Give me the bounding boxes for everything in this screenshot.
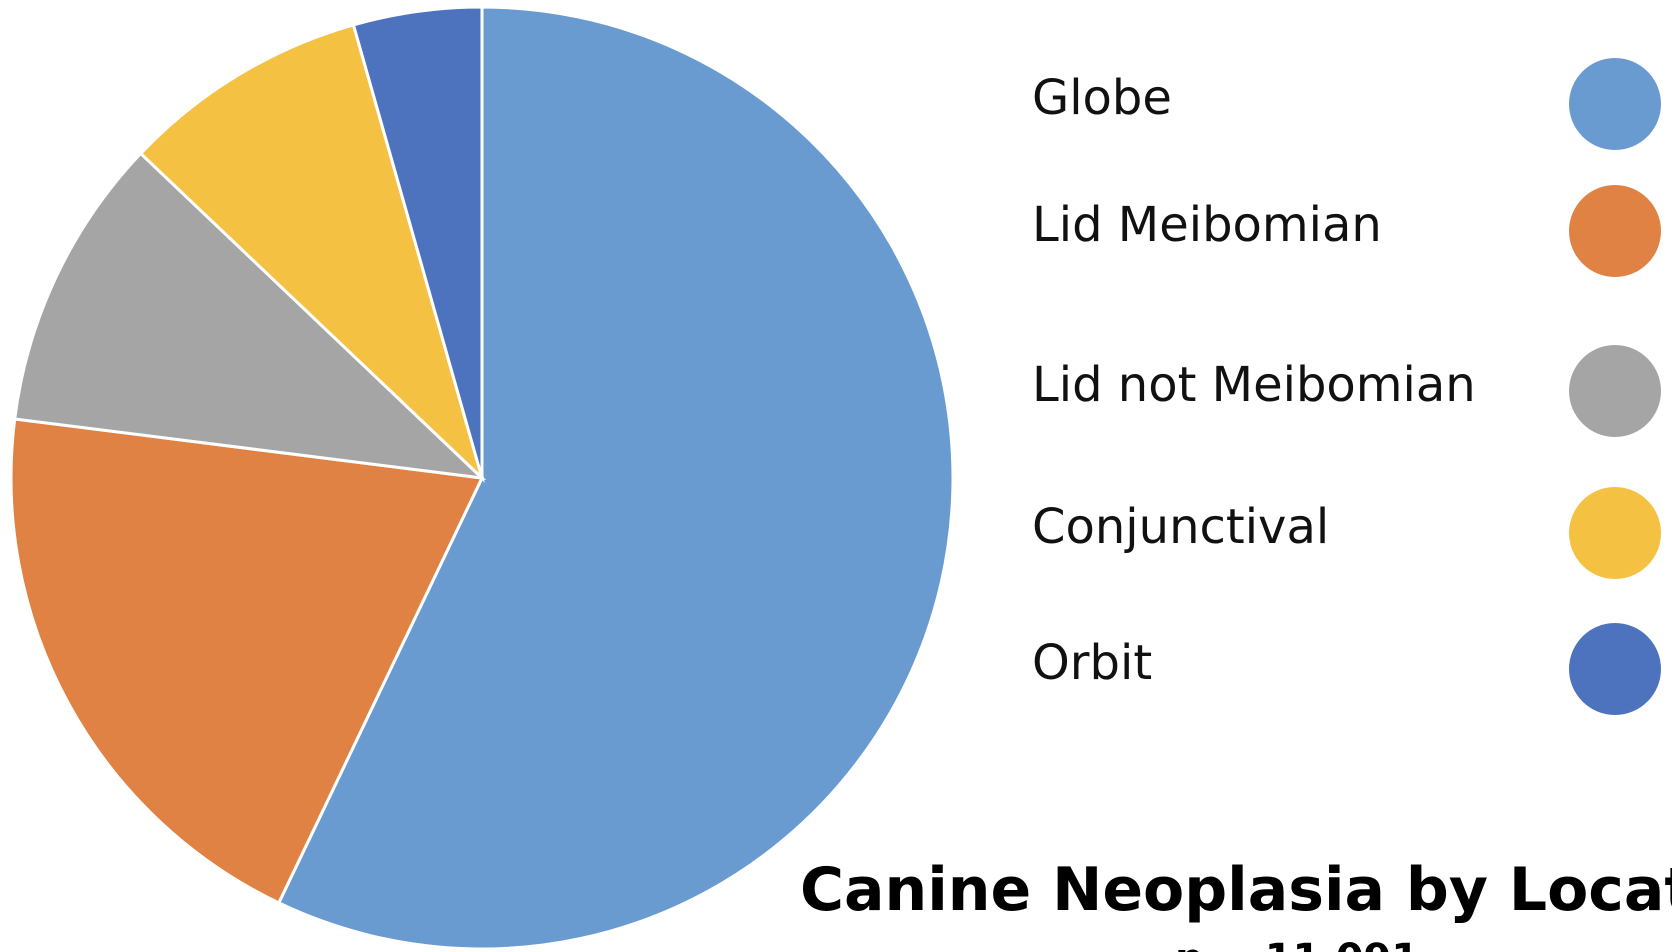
pie-slice [13,151,487,481]
pie-slice [9,417,485,905]
legend-label: Globe [1032,70,1172,126]
chart-title: Canine Neoplasia by Location [800,855,1672,925]
legend-label: Lid not Meibomian [1032,357,1476,413]
pie-slice [138,23,485,483]
pie [9,5,955,951]
legend-label: Conjunctival [1032,499,1329,555]
pie-slice [351,5,484,479]
pie-slice [276,5,955,951]
legend: Globe Lid Meibomian Lid not Meibomian Conju… [1032,58,1661,715]
legend-swatch [1569,623,1661,715]
legend-label: Orbit [1032,635,1152,691]
legend-swatch [1569,58,1661,150]
legend-swatch [1569,345,1661,437]
legend-swatch [1569,487,1661,579]
legend-swatch [1569,185,1661,277]
legend-label: Lid Meibomian [1032,197,1382,253]
chart-subtitle: n = 11,091 [1175,936,1419,952]
